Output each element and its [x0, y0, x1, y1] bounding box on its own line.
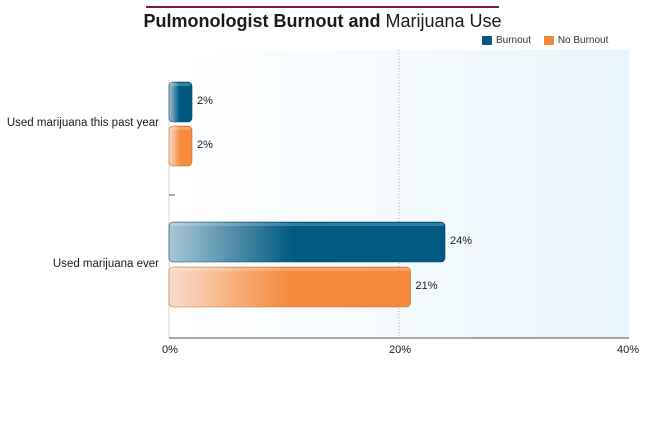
category-label: Used marijuana ever	[52, 257, 159, 270]
legend-swatch-no-burnout	[543, 36, 554, 45]
x-tick-label: 20%	[388, 344, 412, 356]
title-rule	[146, 6, 499, 8]
x-tick-label: 0%	[162, 344, 178, 356]
x-tick-label: 40%	[616, 344, 640, 356]
chart-title: Pulmonologist Burnout and Marijuana Use	[0, 11, 645, 32]
bar-highlight	[170, 127, 191, 130]
bar-highlight	[170, 268, 410, 271]
title-part-1: Pulmonologist Burnout	[143, 11, 344, 31]
legend-label-no-burnout: No Burnout	[557, 35, 609, 46]
legend-label-burnout: Burnout	[496, 35, 532, 46]
legend: Burnout No Burnout	[482, 35, 618, 48]
legend-item-no-burnout: No Burnout	[543, 35, 609, 46]
bar-highlight	[170, 223, 444, 226]
legend-swatch-burnout	[482, 36, 492, 45]
legend-item-burnout: Burnout	[482, 35, 531, 46]
bar-no-burnout	[168, 125, 193, 167]
bar-highlight	[170, 83, 191, 86]
bar-data-label: 2%	[197, 139, 213, 151]
bar-data-label: 2%	[197, 95, 213, 107]
bar-burnout	[168, 221, 446, 263]
bar-burnout	[168, 81, 193, 123]
title-part-2: and	[343, 11, 386, 31]
title-part-3: Marijuana Use	[385, 11, 502, 31]
bar-data-label: 24%	[450, 235, 473, 247]
bar-data-label: 21%	[415, 280, 438, 292]
category-label: Used marijuana this past year	[6, 117, 159, 129]
bar-no-burnout	[168, 266, 411, 308]
